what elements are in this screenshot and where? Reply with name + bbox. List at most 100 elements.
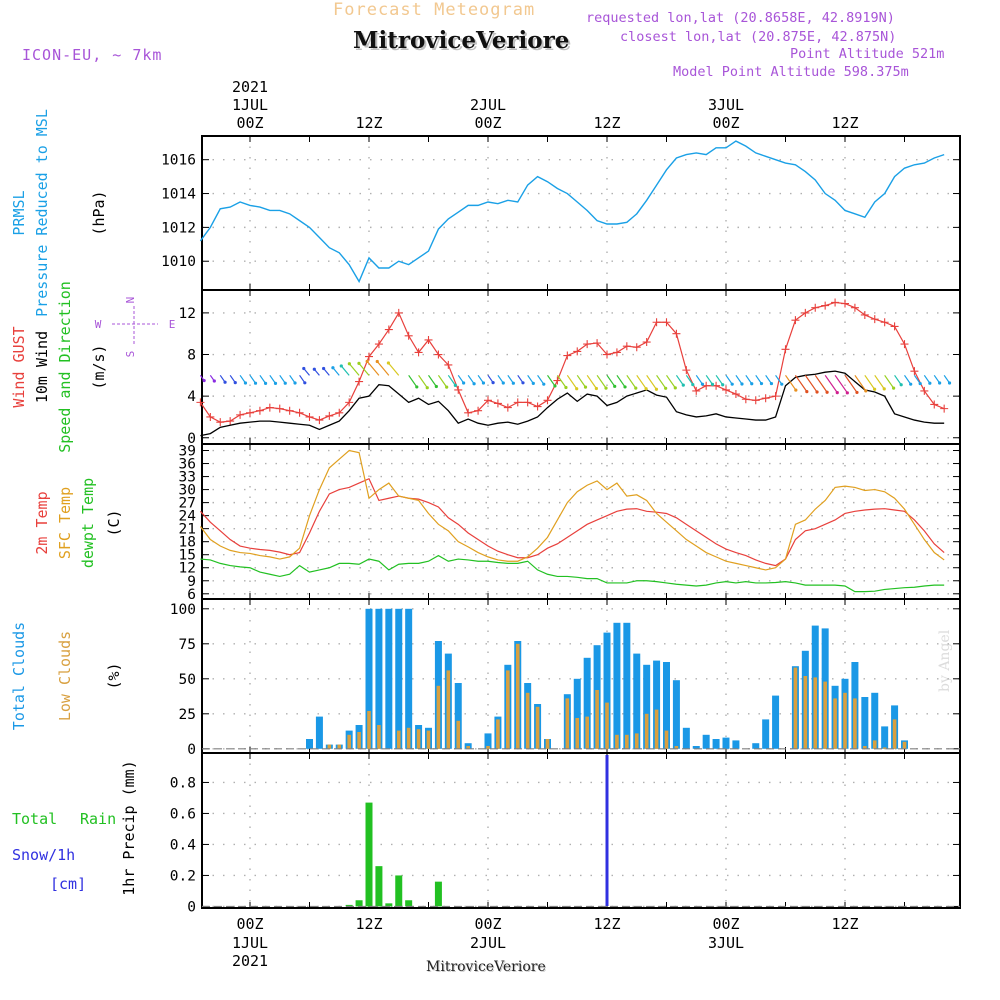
wind-arrow-head [481, 381, 486, 385]
wind-arrow-head [938, 381, 942, 385]
wind-direction-arrow [814, 374, 829, 394]
wind-direction-arrow [299, 374, 307, 385]
wind-direction-arrow [229, 374, 237, 385]
top-time-label: 12Z [831, 114, 858, 132]
wind-arrow-shaft [537, 374, 545, 385]
wind-arrow-head [899, 383, 903, 387]
wind-arrow-head [303, 381, 307, 385]
ytick-label-precipitation: 0 [187, 899, 196, 915]
low-cloud-bar [357, 732, 361, 749]
gust-point [394, 308, 403, 317]
wind-direction-arrow [586, 374, 598, 391]
wind-arrow-shaft [616, 374, 626, 388]
wind-arrow-shaft [636, 374, 647, 390]
wind-arrow-head [339, 364, 343, 368]
ytick-label-clouds: 50 [179, 672, 196, 688]
wind-arrow-shaft [556, 374, 567, 388]
wind-arrow-shaft [566, 374, 578, 390]
total-cloud-bar [772, 695, 780, 749]
panel-precipitation [201, 752, 961, 909]
total-cloud-bar [672, 680, 680, 749]
gust-point [870, 315, 879, 324]
panel-temperature [201, 443, 961, 600]
wind-arrow-shaft [606, 374, 616, 387]
gust-point [543, 396, 552, 405]
wind-arrow-head [202, 379, 206, 383]
wind-arrow-head [664, 386, 668, 390]
top-year-label: 2021 [232, 78, 268, 96]
gust-point [612, 348, 621, 357]
wind-direction-arrow [219, 374, 227, 384]
ytick-label-temperature: 12 [179, 561, 196, 577]
low-cloud-bar [625, 734, 629, 749]
total-cloud-bar [573, 678, 581, 749]
total-cloud-bar [722, 737, 730, 749]
total-cloud-bar [752, 743, 760, 749]
wind-arrow-head [928, 381, 932, 385]
wind-arrow-shaft [794, 374, 808, 392]
bottom-date-label: 1JUL [232, 934, 268, 952]
ytick-label-temperature: 24 [179, 509, 197, 525]
wind-direction-arrow [765, 374, 774, 386]
wind-direction-arrow [904, 374, 913, 386]
low-cloud-bar [337, 744, 342, 749]
ytick-label-temperature: 9 [187, 574, 196, 590]
wind-direction-arrow [943, 374, 952, 385]
low-cloud-bar [406, 727, 411, 749]
bottom-time-label: 12Z [355, 915, 382, 933]
wind-arrow-head [531, 381, 535, 385]
panel-frame-temperature [201, 443, 961, 600]
wind-arrow-head [780, 382, 784, 386]
ytick-label-wind: 8 [187, 348, 196, 364]
wind-arrow-head [815, 390, 819, 394]
model-point-altitude: Model Point Altitude 598.375m [673, 64, 909, 80]
wind-arrow-shaft [269, 374, 276, 384]
wind-direction-arrow [428, 374, 438, 389]
low-cloud-bar [813, 677, 818, 749]
wind-direction-arrow [844, 374, 859, 395]
rain-bar [375, 866, 383, 907]
wind-direction-arrow [626, 374, 638, 390]
low-cloud-bar [902, 741, 907, 749]
gust-point [404, 331, 413, 340]
wind-direction-arrow [755, 374, 764, 386]
gust-point [900, 340, 909, 349]
wind-arrow-head [243, 381, 248, 385]
wind-direction-arrow [884, 374, 896, 390]
wind-direction-arrow [646, 374, 659, 391]
label-low-clouds: Low Clouds [56, 631, 74, 721]
wind-arrow-shaft [447, 374, 456, 386]
ytick-label-wind: 12 [179, 306, 196, 322]
wind-direction-arrow [913, 374, 922, 386]
wind-arrow-head [462, 381, 466, 385]
compass-w: W [95, 318, 102, 331]
ytick-label-pressure: 1012 [161, 220, 196, 236]
total-cloud-bar [583, 657, 591, 749]
ytick-label-clouds: 100 [170, 602, 196, 618]
gust-point [285, 406, 294, 415]
compass-s: S [124, 351, 137, 358]
low-cloud-bar [436, 685, 441, 749]
wind-arrow-head [845, 391, 849, 395]
wind-direction-arrow [418, 374, 429, 390]
wind-arrow-head [583, 385, 588, 389]
wind-arrow-head [491, 380, 495, 385]
low-cloud-bar [605, 702, 609, 749]
wind-direction-arrow [616, 374, 627, 389]
label-pressure-msl: Pressure Reduced to MSL [33, 109, 51, 317]
wind-arrow-head [357, 361, 361, 365]
gust-point [355, 377, 364, 386]
gust-line [199, 301, 945, 423]
ytick-label-wind: 4 [187, 389, 196, 405]
wind-arrow-shaft [527, 374, 534, 384]
rain-bar [365, 802, 373, 907]
wind-arrow-shaft [348, 363, 360, 376]
wind-arrow-head [331, 366, 335, 370]
wind-direction-arrow [331, 366, 340, 376]
wind-arrow-shaft [884, 374, 895, 389]
wind-arrow-head [882, 387, 886, 391]
total-cloud-bar [692, 746, 700, 749]
temp-line-0 [199, 477, 945, 567]
ytick-label-precipitation: 0.8 [170, 775, 196, 791]
bottom-time-label: 00Z [236, 915, 263, 933]
